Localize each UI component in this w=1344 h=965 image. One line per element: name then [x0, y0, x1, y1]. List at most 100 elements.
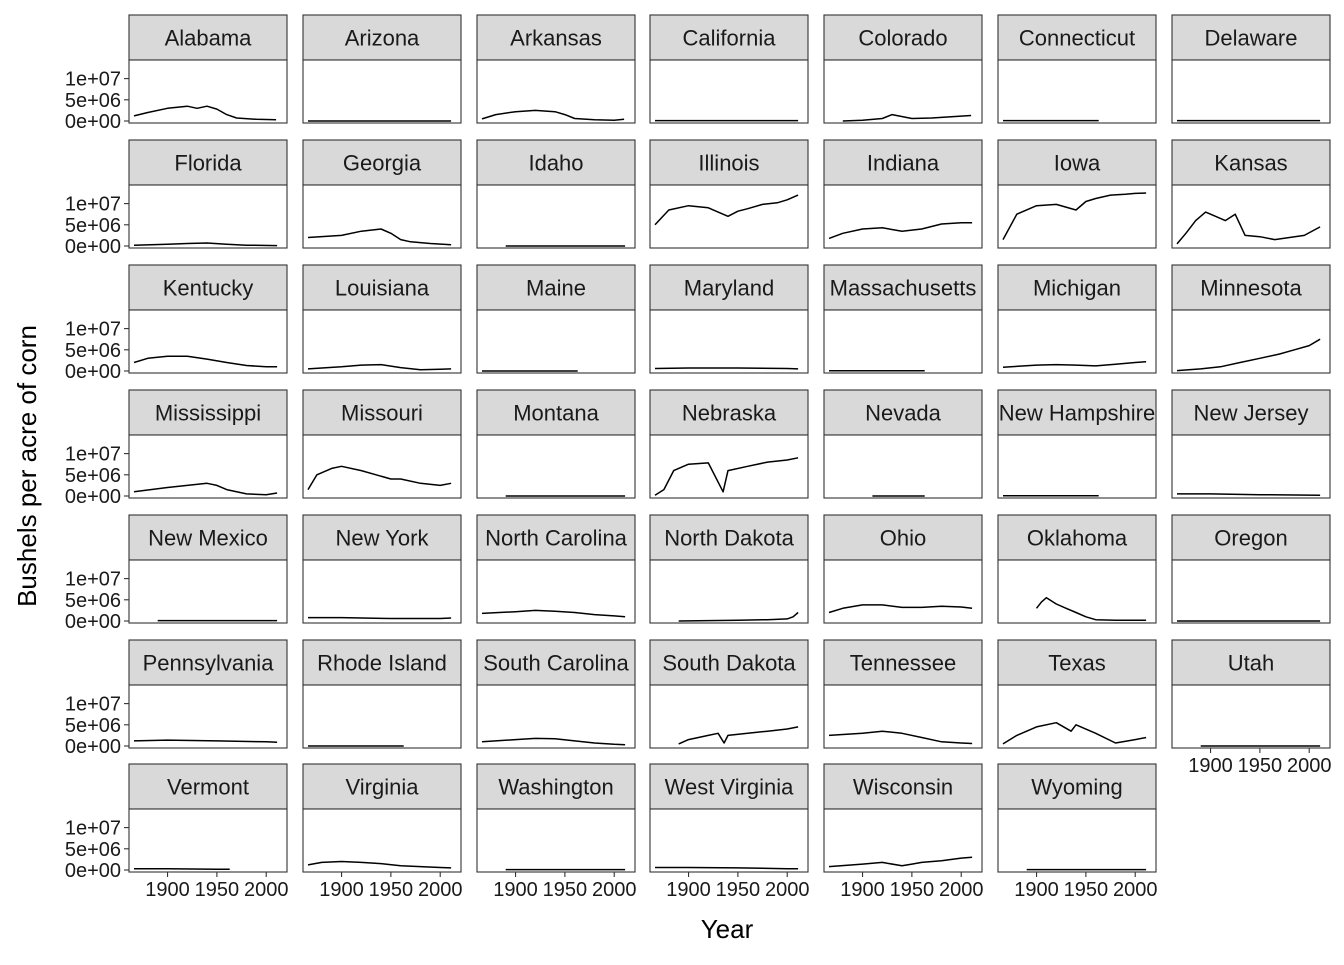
facet-plot-area — [649, 559, 809, 624]
facet-strip-label: Montana — [513, 401, 599, 426]
facet-panel: California — [649, 14, 809, 124]
facet-plot-area — [649, 309, 809, 374]
y-tick-label: 0e+00 — [65, 111, 121, 133]
facet-panel: Idaho — [476, 139, 636, 249]
facet-strip — [649, 139, 809, 186]
x-tick-label: 1900 — [493, 879, 538, 901]
facet-plot-area — [302, 434, 462, 499]
facet-strip — [1171, 14, 1331, 61]
facet-plot-area — [997, 309, 1157, 374]
x-tick-label: 2000 — [1287, 755, 1332, 777]
facet-panel: Georgia — [302, 139, 462, 249]
facet-panel: New York — [302, 514, 462, 624]
facet-plot-area — [823, 434, 983, 499]
series-line — [307, 465, 452, 490]
series-line — [1002, 192, 1147, 240]
facet-strip-label: Ohio — [880, 526, 926, 551]
facet-panel: New Hampshire — [997, 389, 1157, 499]
facet-strip — [476, 14, 636, 61]
x-tick-label: 2000 — [939, 879, 984, 901]
facet-panel: New Jersey — [1171, 389, 1331, 499]
facet-strip-label: Louisiana — [335, 276, 430, 301]
facet-panel: Missouri — [302, 389, 462, 499]
y-tick-label: 0e+00 — [65, 736, 121, 758]
facet-plot-area — [649, 808, 809, 873]
facet-strip — [128, 763, 288, 810]
x-tick-label: 1900 — [145, 879, 190, 901]
facet-panel: North Carolina — [476, 514, 636, 624]
facet-plot-area — [649, 59, 809, 124]
facet-strip — [649, 264, 809, 311]
facet-plot-area — [476, 559, 636, 624]
facet-panel: Indiana — [823, 139, 983, 249]
facet-strip — [997, 14, 1157, 61]
series-line — [307, 363, 452, 371]
facet-strip-label: North Carolina — [485, 526, 628, 551]
facet-panel: Illinois — [649, 139, 809, 249]
facet-panel: Louisiana — [302, 264, 462, 374]
series-line — [1176, 338, 1321, 372]
facet-plot-area — [823, 309, 983, 374]
facet-plot-area — [823, 184, 983, 249]
facet-strip-label: New York — [336, 526, 430, 551]
facet-panel: Arizona — [302, 14, 462, 124]
facet-strip-label: Arizona — [345, 26, 420, 51]
y-tick-label: 5e+06 — [65, 340, 121, 362]
facet-panel: Ohio — [823, 514, 983, 624]
y-tick-label: 1e+07 — [65, 694, 121, 716]
x-tick-label: 1950 — [195, 879, 240, 901]
series-line — [308, 616, 452, 620]
facet-strip-label: Massachusetts — [830, 276, 977, 301]
facet-panel: Maine — [476, 264, 636, 374]
x-tick-label: 1900 — [1014, 879, 1059, 901]
facet-strip-label: Rhode Island — [317, 651, 447, 676]
y-tick-label: 1e+07 — [65, 319, 121, 341]
facet-strip-label: Oklahoma — [1027, 526, 1128, 551]
series-line — [133, 242, 278, 247]
facet-strip-label: Illinois — [698, 151, 759, 176]
facet-plot-area — [128, 684, 288, 749]
facet-strip-label: South Carolina — [483, 651, 629, 676]
x-tick-label: 1950 — [1238, 755, 1283, 777]
facet-plot-area — [1171, 309, 1331, 374]
facet-panel: Rhode Island — [302, 639, 462, 749]
facet-panel: Washington 1900 1950 2000 — [476, 763, 636, 901]
facet-strip — [1171, 639, 1331, 686]
facet-panel: Delaware — [1171, 14, 1331, 124]
x-tick-label: 1950 — [1064, 879, 1109, 901]
facet-strip-label: Iowa — [1054, 151, 1101, 176]
facet-panel: North Dakota — [649, 514, 809, 624]
series-line — [828, 856, 973, 868]
facet-strip — [997, 514, 1157, 561]
x-tick-label: 1900 — [840, 879, 885, 901]
facet-strip — [823, 514, 983, 561]
series-line — [828, 221, 973, 240]
series-line — [133, 739, 278, 743]
series-line — [481, 737, 626, 746]
series-line — [1176, 211, 1321, 245]
facet-plot-area — [476, 684, 636, 749]
facet-strip — [823, 264, 983, 311]
facet-strip — [1171, 139, 1331, 186]
series-line — [133, 355, 278, 368]
facet-strip-label: Florida — [174, 151, 242, 176]
y-tick-label: 0e+00 — [65, 361, 121, 383]
facet-plot-area — [823, 59, 983, 124]
facet-strip-label: Connecticut — [1019, 26, 1135, 51]
series-line — [134, 867, 230, 870]
x-tick-label: 1950 — [716, 879, 761, 901]
facet-panel: Wyoming 1900 1950 2000 — [997, 763, 1157, 901]
facet-strip-label: Vermont — [167, 775, 249, 800]
series-line — [842, 113, 972, 122]
facet-strip-label: Arkansas — [510, 26, 602, 51]
facet-strip — [649, 14, 809, 61]
facet-strip-label: North Dakota — [664, 526, 794, 551]
facet-panel: South Carolina — [476, 639, 636, 749]
facet-panel: Wisconsin 1900 1950 2000 — [823, 763, 984, 901]
facet-strip-label: Washington — [498, 775, 613, 800]
facet-strip — [997, 389, 1157, 436]
series-line — [1002, 721, 1147, 745]
